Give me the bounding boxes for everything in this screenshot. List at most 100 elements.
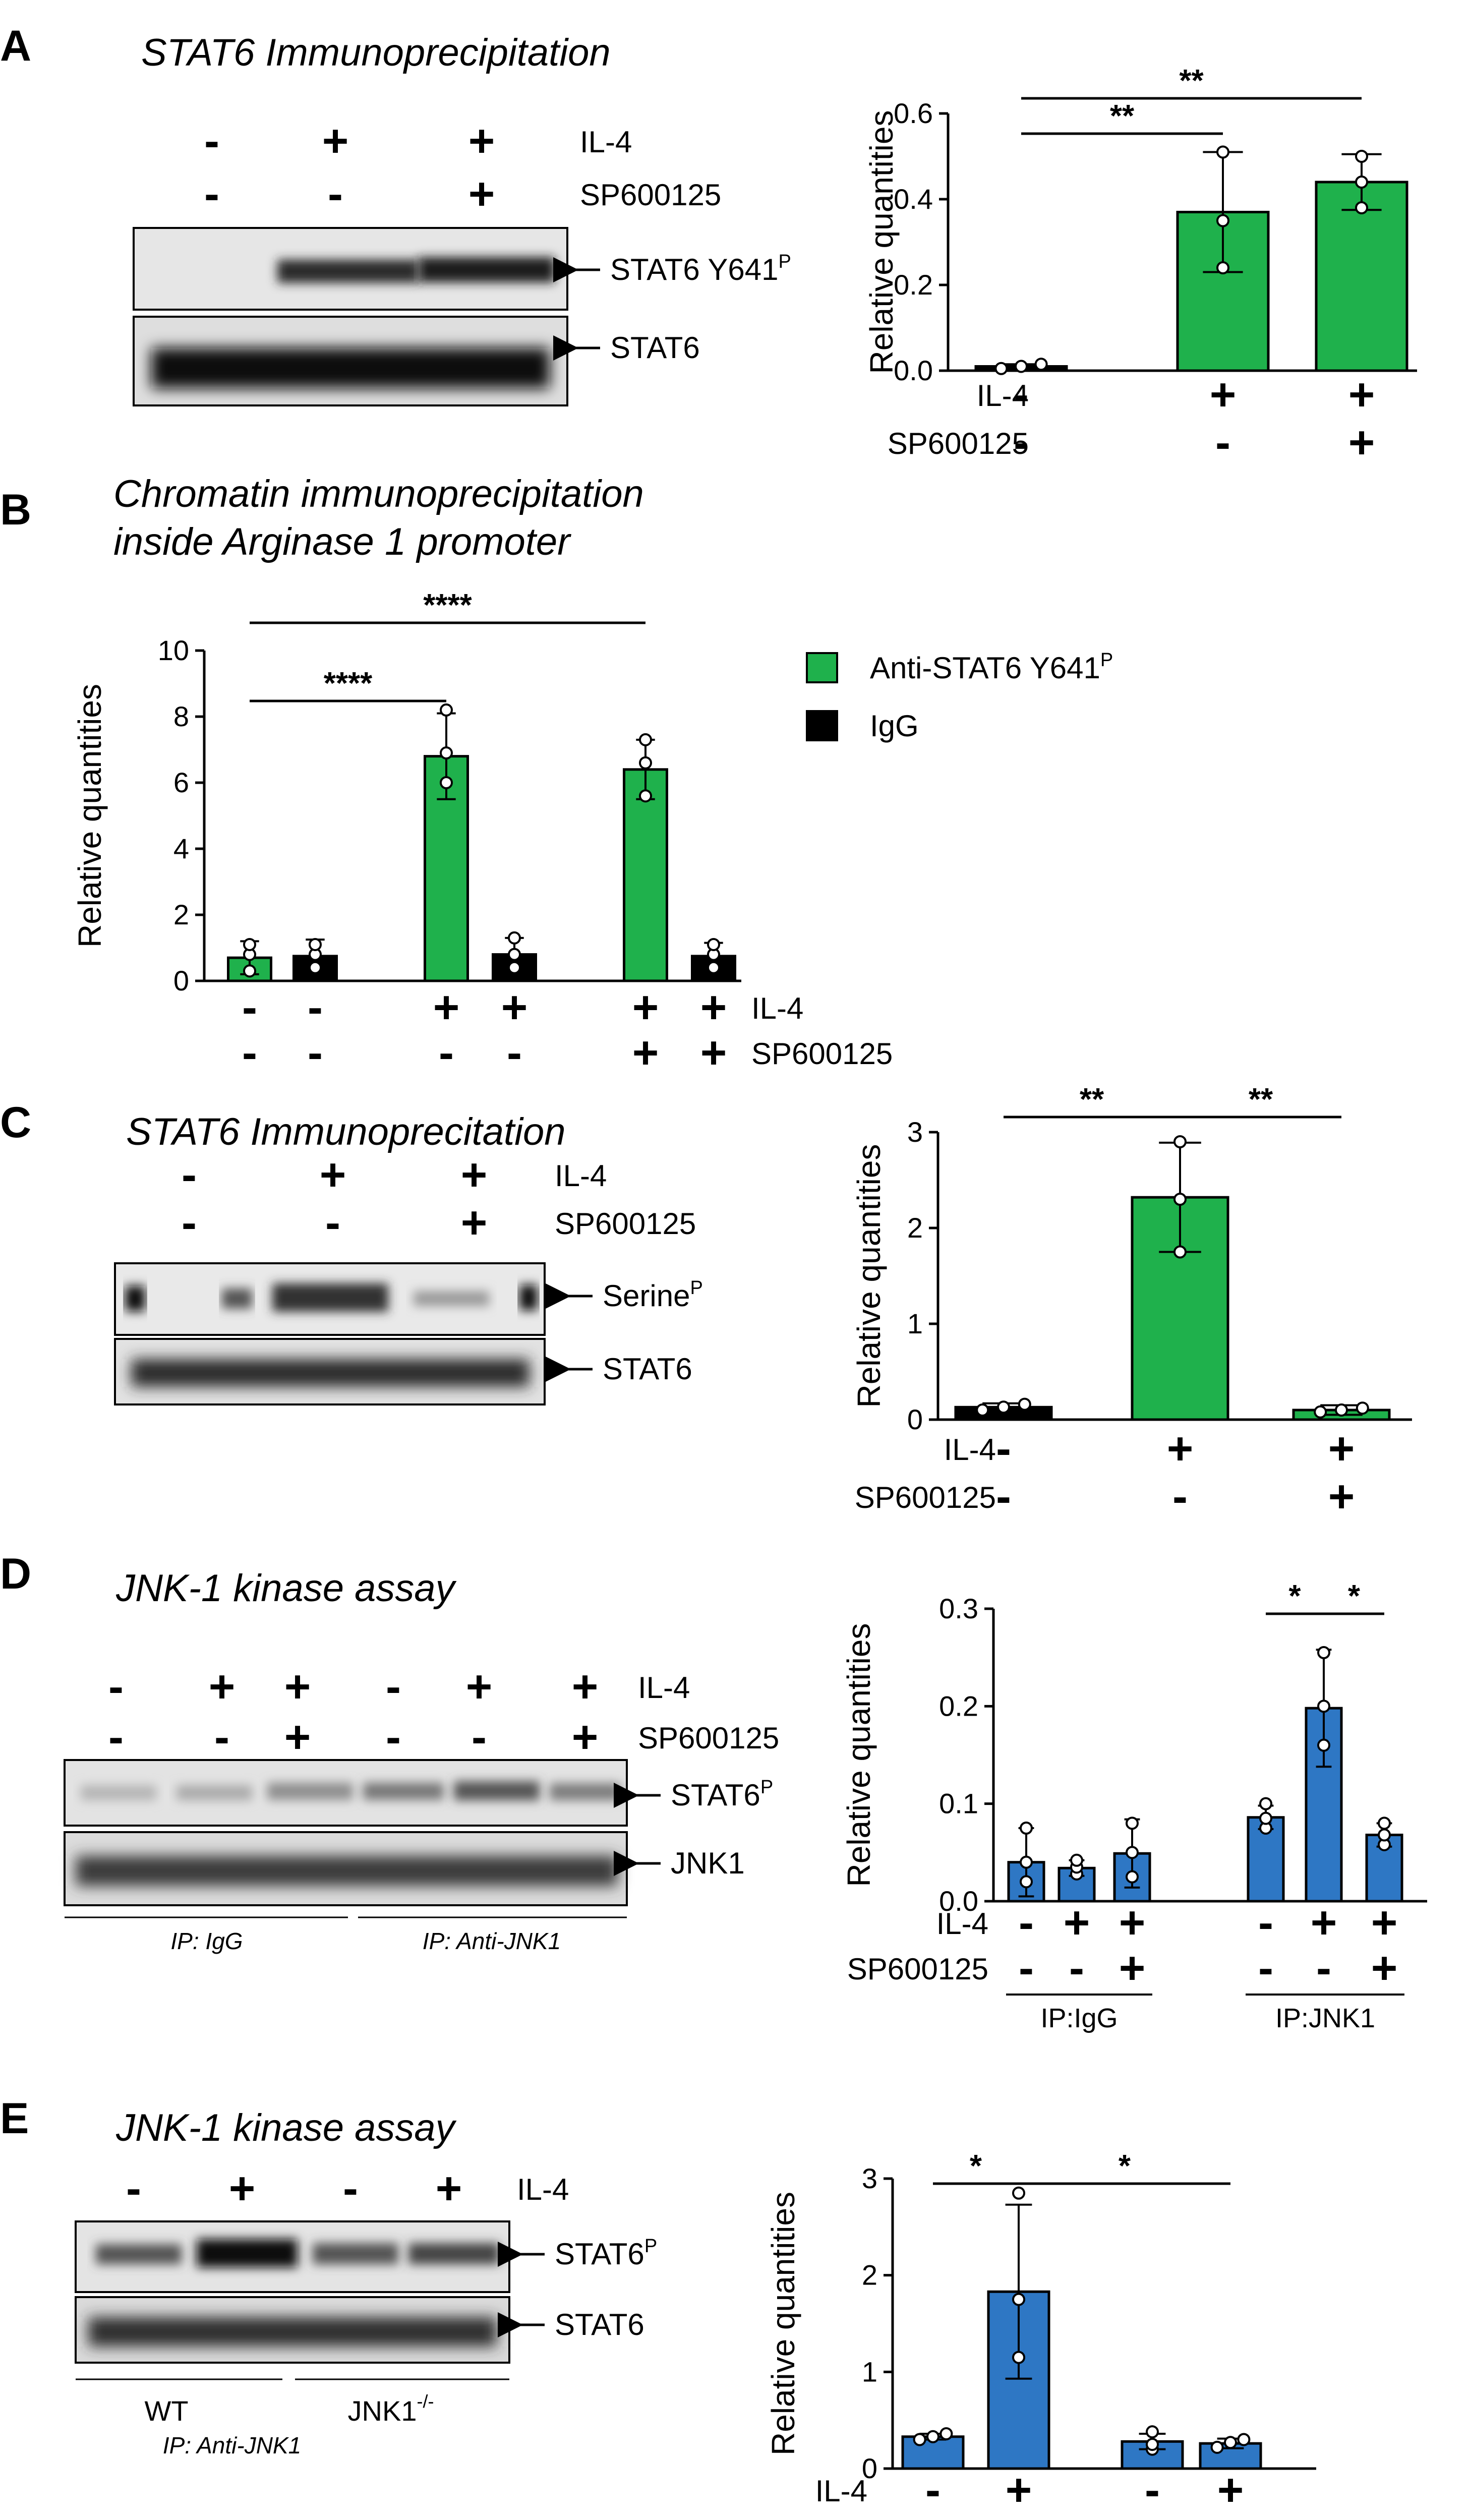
data-point (994, 362, 1008, 375)
significance-label: ** (1110, 99, 1135, 134)
data-point (440, 746, 453, 760)
y-tick-label: 0.3 (939, 1593, 978, 1624)
panel-e: E JNK-1 kinase assay - + - + IL-4 STAT6PSTAT… (0, 2094, 1316, 2515)
data-point (1317, 1699, 1330, 1713)
x-sign: - (1145, 2465, 1160, 2515)
bar (1057, 1866, 1096, 1903)
data-point (1237, 2433, 1251, 2446)
x-sign: - (1014, 370, 1029, 420)
blot-sign-sp600125: - (204, 169, 219, 219)
blot-sign-il-4: + (322, 116, 349, 166)
band-label-sup: P (644, 2236, 657, 2257)
band-label: STAT6 (610, 331, 700, 365)
data-point (508, 931, 521, 945)
band-label: STAT6 (603, 1352, 692, 1386)
panel-e-title: JNK-1 kinase assay (115, 2106, 457, 2149)
band (125, 1286, 145, 1311)
x-sign: - (1014, 418, 1029, 468)
blot-sign-sp600125: + (468, 169, 495, 219)
band (519, 1285, 538, 1310)
data-point (1020, 1855, 1033, 1869)
blot-row-label: SP600125 (555, 1207, 696, 1241)
panel-c: C STAT6 Immunoprecitation - + + IL-4- - + SP60… (0, 1082, 1412, 1522)
data-point (1210, 2440, 1224, 2454)
blot-sign-il-4: + (468, 116, 495, 166)
x-row-label: SP600125 (855, 1481, 996, 1514)
data-point (639, 733, 652, 746)
x-sign: + (1348, 370, 1375, 420)
blot-sign-il-4: - (108, 1662, 124, 1712)
y-tick-label: 3 (862, 2162, 877, 2194)
x-sign: - (1172, 1472, 1188, 1522)
legend-label-sup: P (1100, 650, 1113, 671)
y-tick-label: 0.1 (939, 1788, 978, 1820)
band (197, 2239, 298, 2267)
panel-d-blot-signs: - + + - + + IL-4- - + - - + SP600125 (108, 1662, 779, 1763)
y-axis-label: Relative quantities (851, 1144, 887, 1408)
legend-swatch (806, 710, 838, 741)
y-tick-label: 0 (862, 2452, 877, 2484)
y-tick-label: 10 (158, 634, 189, 666)
legend-swatch (806, 652, 838, 683)
y-tick-label: 2 (862, 2259, 877, 2291)
blot-sign-il-4: + (572, 1662, 599, 1712)
blot-sign-il-4: + (229, 2163, 256, 2214)
legend-label: IgG (870, 709, 919, 743)
band (313, 2243, 398, 2264)
y-tick-label: 3 (907, 1116, 923, 1148)
x-sign: + (1371, 1943, 1398, 1994)
blot-sign-sp600125: - (214, 1712, 229, 1763)
x-sign: + (700, 982, 727, 1033)
data-point (976, 1403, 989, 1417)
data-point (1146, 2425, 1159, 2439)
significance-label: * (970, 2149, 982, 2184)
panel-e-footer: IP: Anti-JNK1 (163, 2432, 301, 2458)
x-sign: - (925, 2465, 941, 2515)
blot-sign-il-4: + (320, 1150, 346, 1200)
panel-d: D JNK-1 kinase assay - + + - + + IL-4- - + - - + SP6… (0, 1550, 1427, 2033)
data-point (1317, 1738, 1330, 1752)
band (414, 1291, 489, 1306)
data-point (707, 937, 720, 951)
x-sign: + (1348, 418, 1375, 468)
data-point (1034, 358, 1048, 371)
band (272, 1283, 388, 1312)
legend-label-text: Anti-STAT6 Y641 (870, 651, 1100, 685)
x-sign: + (1217, 2465, 1244, 2515)
data-point (508, 961, 521, 974)
x-sign: + (1328, 1424, 1355, 1474)
data-point (1126, 1816, 1139, 1830)
data-point (639, 789, 652, 803)
panel-b-legend: Anti-STAT6 Y641P IgG (806, 650, 1113, 743)
data-point (1259, 1811, 1272, 1825)
x-row-label: IL-4 (936, 1907, 988, 1941)
y-tick-label: 2 (907, 1212, 923, 1244)
blot-sign-il-4: + (436, 2163, 462, 2214)
x-sign: + (1119, 1943, 1146, 1994)
data-point (1173, 1135, 1187, 1148)
x-sign: - (996, 1472, 1011, 1522)
x-sign: - (242, 1028, 257, 1078)
y-tick-label: 0 (173, 965, 189, 997)
blot-sign-sp600125: + (284, 1712, 311, 1763)
x-row-label: SP600125 (888, 427, 1029, 460)
panel-d-letter: D (0, 1550, 31, 1598)
data-point (1355, 175, 1368, 189)
y-tick-label: 4 (173, 833, 189, 864)
band (222, 1288, 252, 1309)
band-label: SerineP (603, 1277, 703, 1313)
x-sign: + (501, 982, 528, 1033)
panel-c-band-labels: SerineP STAT6 (546, 1277, 703, 1386)
x-row-label: SP600125 (751, 1037, 893, 1071)
data-point (1015, 360, 1028, 373)
band-label-sup: P (690, 1277, 702, 1299)
data-point (243, 937, 256, 951)
band-label-sup: P (779, 251, 791, 272)
data-point (1216, 214, 1229, 227)
x-sign: - (1258, 1898, 1273, 1948)
band (96, 2244, 182, 2264)
panel-b-letter: B (0, 486, 31, 534)
x-sign: + (1210, 370, 1237, 420)
band (177, 1785, 252, 1800)
